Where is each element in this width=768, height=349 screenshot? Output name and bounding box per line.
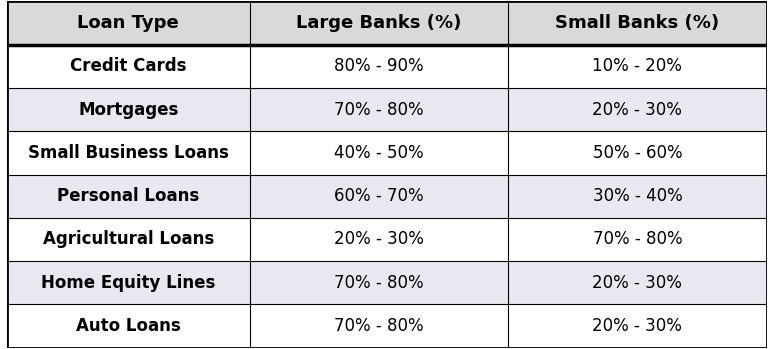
Bar: [250, 131, 508, 174]
Text: 20% - 30%: 20% - 30%: [334, 230, 424, 248]
Text: Loan Type: Loan Type: [78, 14, 179, 32]
Bar: [508, 45, 766, 88]
Bar: [7, 304, 250, 348]
Bar: [508, 174, 766, 218]
Text: 30% - 40%: 30% - 40%: [593, 187, 682, 205]
Text: 70% - 80%: 70% - 80%: [334, 274, 424, 292]
Bar: [7, 131, 250, 174]
Text: Auto Loans: Auto Loans: [76, 317, 180, 335]
Text: 20% - 30%: 20% - 30%: [592, 317, 682, 335]
Text: 20% - 30%: 20% - 30%: [592, 101, 682, 119]
Text: 70% - 80%: 70% - 80%: [334, 317, 424, 335]
Bar: [508, 304, 766, 348]
Bar: [508, 88, 766, 131]
Bar: [508, 218, 766, 261]
Text: Large Banks (%): Large Banks (%): [296, 14, 462, 32]
Text: 40% - 50%: 40% - 50%: [334, 144, 424, 162]
Bar: [7, 88, 250, 131]
Text: 60% - 70%: 60% - 70%: [334, 187, 424, 205]
Bar: [250, 174, 508, 218]
Text: 70% - 80%: 70% - 80%: [334, 101, 424, 119]
Text: Small Banks (%): Small Banks (%): [555, 14, 720, 32]
Bar: [508, 261, 766, 304]
Text: Credit Cards: Credit Cards: [70, 57, 187, 75]
Bar: [7, 45, 250, 88]
Bar: [250, 218, 508, 261]
Bar: [7, 174, 250, 218]
Bar: [250, 1, 508, 45]
Text: 50% - 60%: 50% - 60%: [593, 144, 682, 162]
Bar: [250, 45, 508, 88]
Text: 70% - 80%: 70% - 80%: [593, 230, 682, 248]
Text: 20% - 30%: 20% - 30%: [592, 274, 682, 292]
Bar: [508, 131, 766, 174]
Text: Agricultural Loans: Agricultural Loans: [42, 230, 214, 248]
Text: 80% - 90%: 80% - 90%: [334, 57, 424, 75]
Text: Personal Loans: Personal Loans: [57, 187, 200, 205]
Bar: [250, 88, 508, 131]
Text: Small Business Loans: Small Business Loans: [28, 144, 229, 162]
Text: Home Equity Lines: Home Equity Lines: [41, 274, 215, 292]
Bar: [7, 218, 250, 261]
Bar: [508, 1, 766, 45]
Bar: [7, 261, 250, 304]
Text: 10% - 20%: 10% - 20%: [592, 57, 682, 75]
Bar: [250, 304, 508, 348]
Bar: [250, 261, 508, 304]
Bar: [7, 1, 250, 45]
Text: Mortgages: Mortgages: [78, 101, 178, 119]
